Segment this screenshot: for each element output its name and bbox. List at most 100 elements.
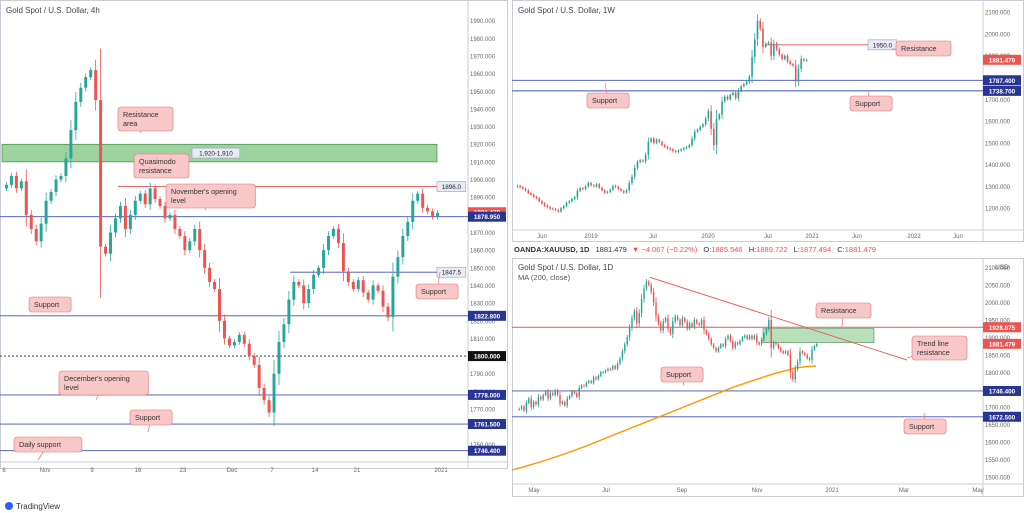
panel-4h-candle [426,205,430,215]
panel-4h-candle [218,277,222,332]
info-price: 1881.479 [596,245,627,254]
panel-1d-candle [631,314,633,331]
price-tick: 1950.000 [470,90,496,96]
panel-1w-candle [612,184,614,192]
price-tick: 1400.000 [985,163,1011,169]
panel-1w-candle [522,185,524,190]
panel-1d-candle [686,319,688,332]
panel-1w-candle [702,123,704,129]
price-tick: 1700.000 [985,98,1011,104]
panel-1w-candle [699,125,702,132]
note-daily-resistance: Resistance [815,302,872,328]
time-tick: Jun [852,234,862,240]
note-daily-support-1672: Support [903,412,947,435]
panel-1d-candle [799,347,801,366]
price-tag-1761: 1761.500 [468,419,506,430]
time-tick: 23 [180,468,187,474]
panel-1w-candle [767,40,770,46]
panel-4h-candle [19,178,23,192]
svg-text:1,920-1,910: 1,920-1,910 [199,151,233,158]
panel-4h-candle [84,73,88,92]
panel-4h-candle [109,225,113,262]
panel-4h-candle [158,196,162,209]
panel-4h-candle [406,216,410,241]
panel-4h-candle [104,243,108,257]
time-tick: May [528,488,539,494]
panel-1d-candle [564,400,566,407]
panel-1d-candle [537,394,540,408]
panel-1d-candle [655,297,657,322]
panel-1w-candle [800,55,802,73]
panel-1d-candle [753,334,756,341]
panel-1d-candle [542,393,544,402]
panel-1d-candle [763,332,765,341]
panel-1d-candle [777,342,780,350]
footer-brand: TradingView [16,502,60,511]
price-tick: 1300.000 [985,185,1011,191]
panel-4h-candle [49,188,53,204]
panel-1w-candle [576,188,579,200]
w-price-tag-1738: 1738.700 [983,85,1021,96]
panel-1d-candle [775,341,777,346]
panel-4h-candle [193,224,197,246]
panel-4h-title: Gold Spot / U.S. Dollar, 4h [6,6,100,15]
panel-4h-candle [188,238,192,254]
panel-1w-candle [753,33,756,63]
svg-text:1746.400: 1746.400 [474,448,501,455]
price-tick: 1970.000 [470,54,496,60]
panel-1d-candle [547,389,549,401]
panel-1d-candle [578,384,580,400]
price-tick: 1200.000 [985,207,1011,213]
panel-1d-candle [808,356,811,362]
panel-1w-candle [797,64,800,86]
panel-1w-candle [565,201,568,208]
panel-1d-candle [638,309,640,328]
time-tick: Mar [899,488,909,494]
panel-1w-candle [560,206,562,213]
panel-4h-candle [391,262,395,332]
panel-1d-candle [708,332,710,341]
panel-4h-candle [29,209,33,234]
panel-1d-candle [530,395,532,411]
tag-1950: 1950.0 [867,39,898,51]
panel-1w-candle [729,93,732,101]
note-weekly-support-1787: Support [586,82,630,109]
panel-1w-candle [732,91,734,97]
panel-1w-candle [669,146,672,151]
panel-4h-candle [34,224,38,246]
svg-text:level: level [64,383,79,392]
panel-1w-candle [532,193,535,199]
panel-1w-candle [524,187,527,192]
svg-text:1672.500: 1672.500 [989,414,1016,421]
price-tick: 2100.000 [985,266,1011,272]
panel-4h-candle [252,352,256,368]
price-tick: 1950.000 [985,318,1011,324]
panel-4h-candle [59,173,63,183]
panel-1d-candle [792,369,794,382]
panel-1w-candle [759,18,762,32]
d-price-tag-current: 1881.479 [983,338,1021,349]
panel-1d-candle [556,388,559,397]
svg-text:November's opening: November's opening [171,187,237,196]
panel-1d-candle [744,334,746,339]
panel-1d-candle [758,341,760,346]
panel-1d-candle [657,313,660,326]
panel-1d-candle [681,315,684,328]
panel-4h-candle [386,302,390,321]
panel-1w-candle [628,180,631,193]
info-high: 1889.722 [756,245,787,254]
panel-1d-candle [813,344,816,351]
panel-1d-candle [523,405,525,413]
price-tick: 1920.000 [470,143,496,149]
panel-1d-candle [739,339,741,346]
panel-4h-candle [4,182,8,192]
panel-1d-candle [729,333,732,343]
panel-4h-candle [262,383,266,405]
panel-1w-candle [573,196,576,201]
panel-1d-info-line: OANDA:XAUUSD, 1D 1881.479 ▼ −4.067 (−0.2… [514,245,876,254]
panel-4h-candle [178,226,182,239]
price-tick: 2000.000 [985,32,1011,38]
svg-text:Resistance: Resistance [901,44,937,53]
panel-1w-candle [631,174,633,186]
panel-1d-candle [643,284,645,303]
